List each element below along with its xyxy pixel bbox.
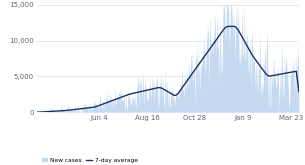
Legend: New cases, 7-day average: New cases, 7-day average xyxy=(40,155,140,165)
